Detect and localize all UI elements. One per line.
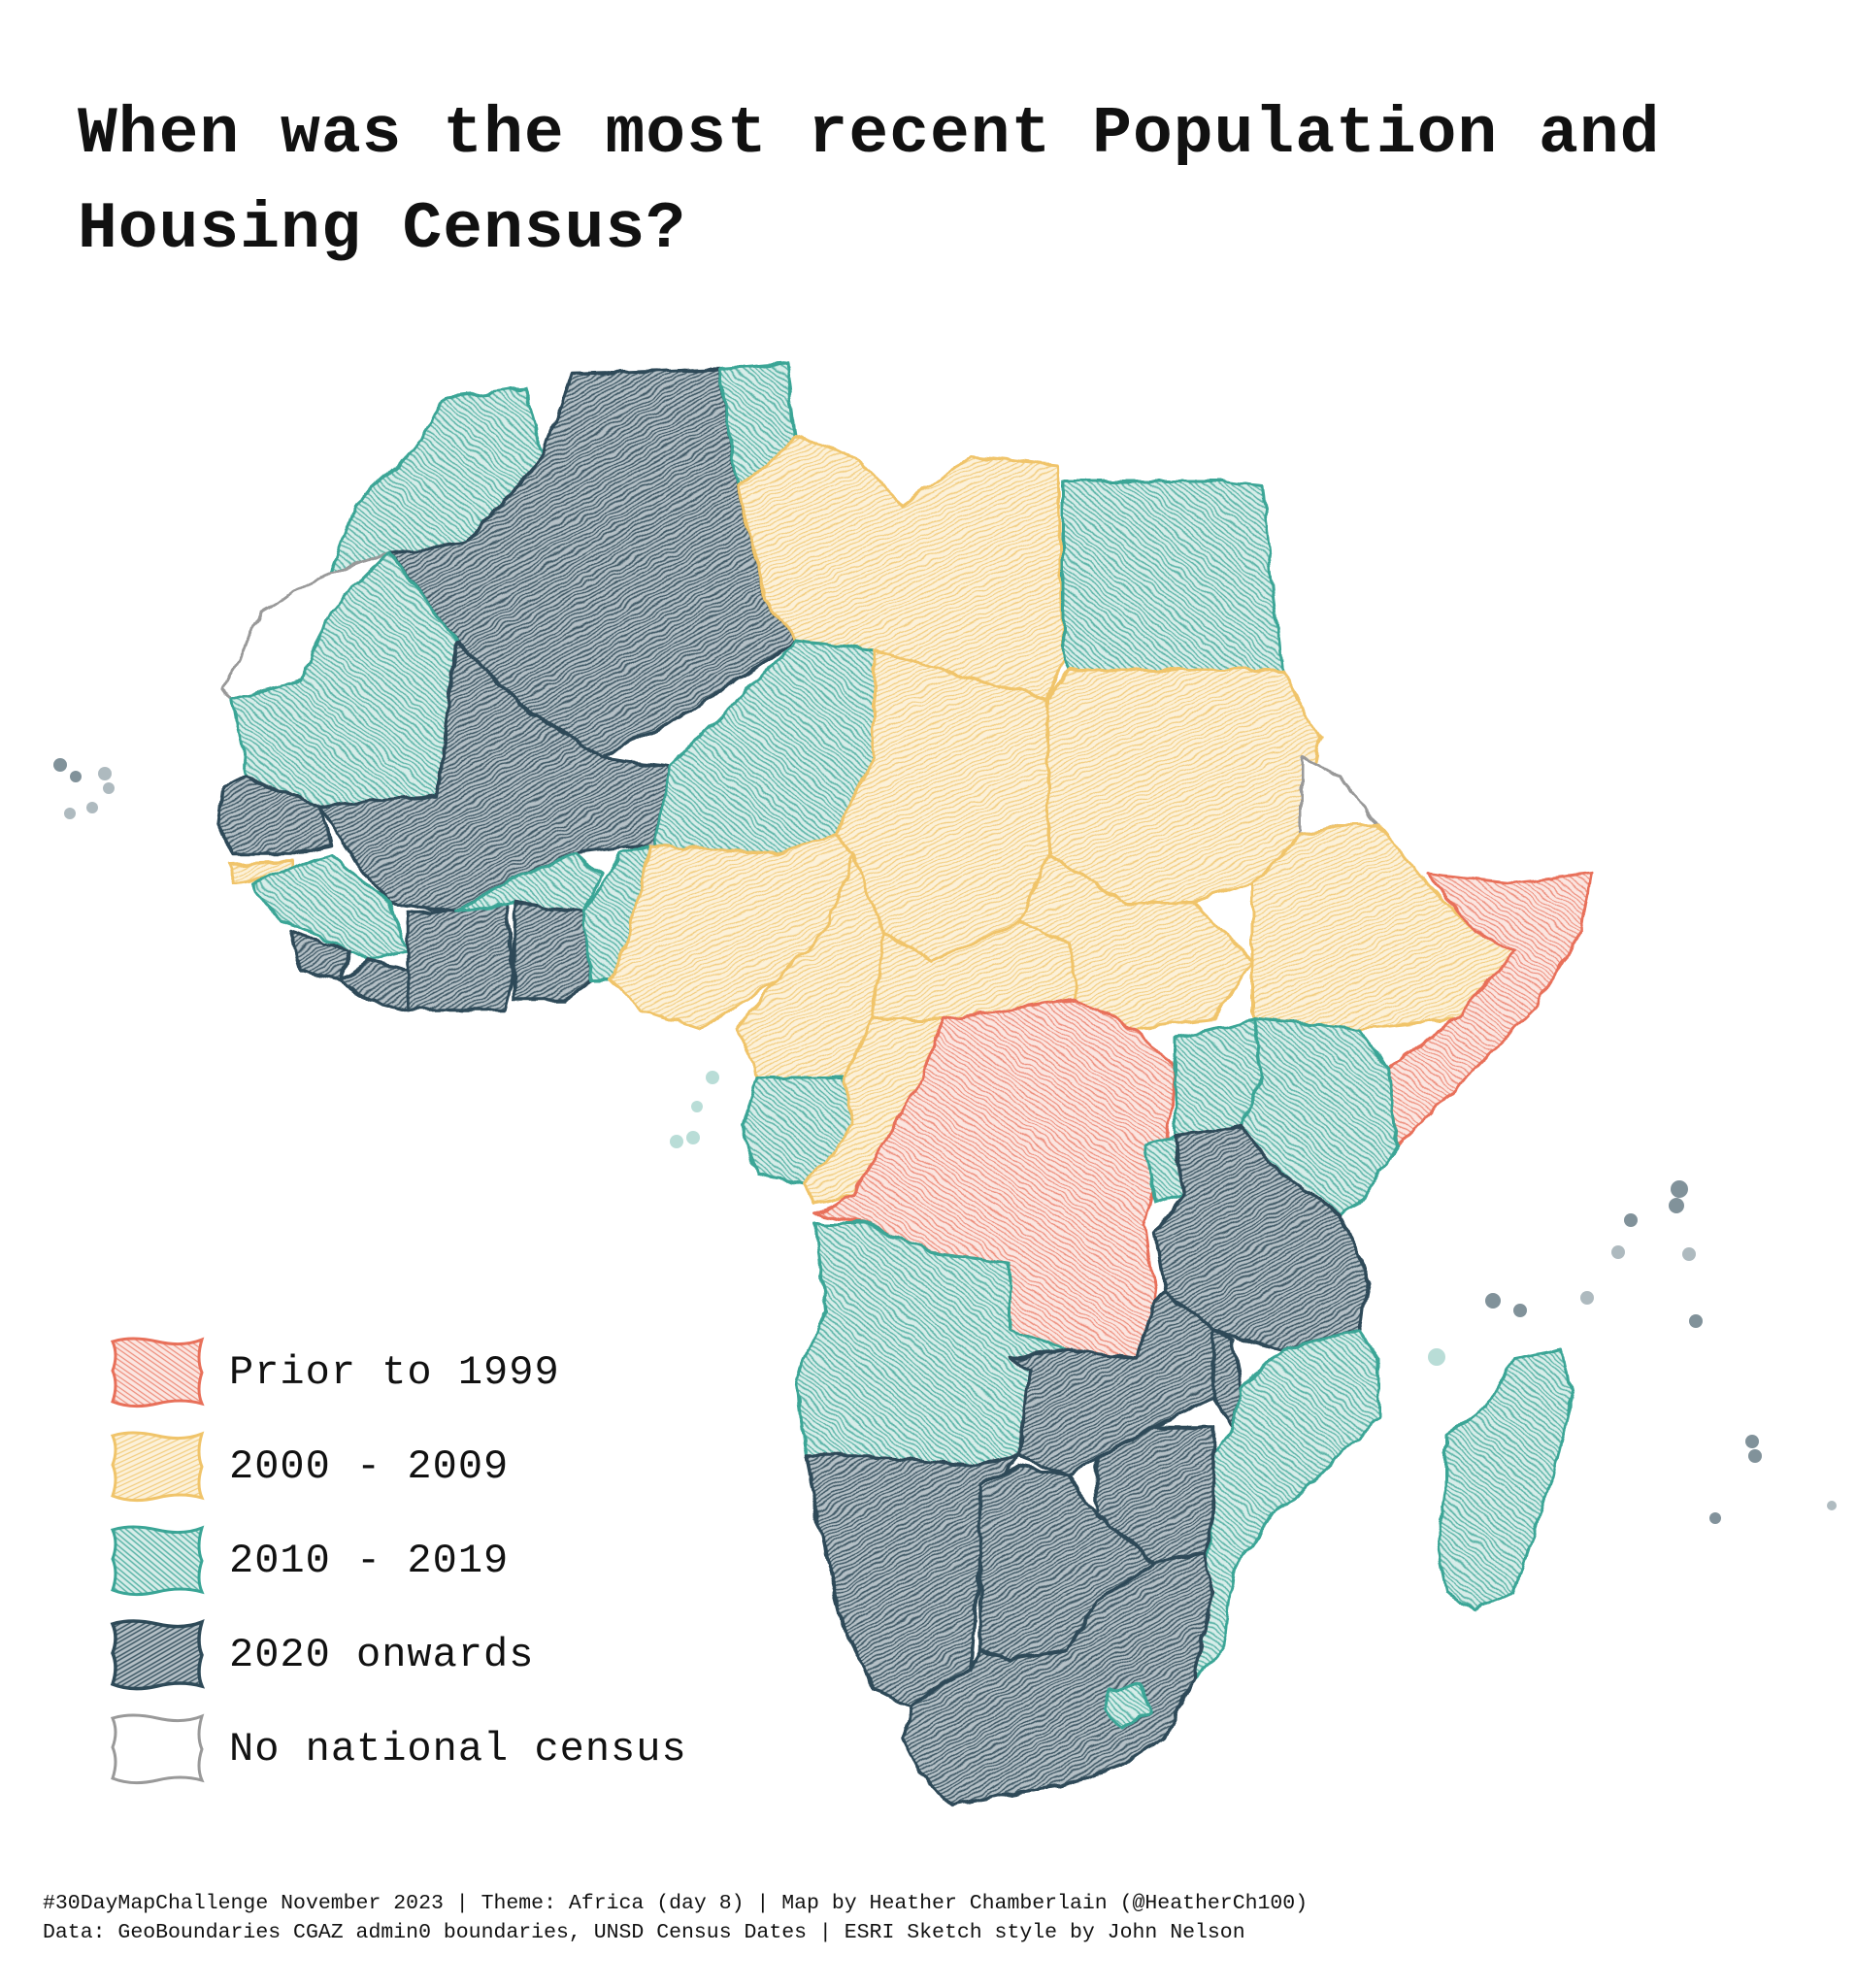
- legend-label: 2020 onwards: [229, 1632, 535, 1678]
- country-liberia: [338, 959, 410, 1011]
- country-south-sudan: [1017, 852, 1254, 1031]
- country-cote-divoire: [406, 901, 516, 1011]
- footer-line-1: #30DayMapChallenge November 2023 | Theme…: [43, 1892, 1309, 1915]
- map-title: When was the most recent Population and …: [78, 97, 1661, 267]
- country-lesotho: [1103, 1682, 1152, 1730]
- country-egypt: [1061, 479, 1283, 672]
- country-senegal: [216, 775, 332, 856]
- region-eritrea: [1299, 755, 1380, 837]
- footer-line-2: Data: GeoBoundaries CGAZ admin0 boundari…: [43, 1921, 1245, 1944]
- country-somalia: [1386, 872, 1594, 1147]
- legend-label: Prior to 1999: [229, 1349, 560, 1396]
- legend-swatch-2000-2009: [110, 1431, 205, 1503]
- legend-swatch-2020-onwards: [110, 1619, 206, 1691]
- country-guinea: [250, 852, 410, 963]
- legend-swatch-no-census: [110, 1713, 205, 1785]
- legend-swatch-prior-1999: [110, 1337, 205, 1408]
- footer-credits: #30DayMapChallenge November 2023 | Theme…: [43, 1889, 1308, 1947]
- country-south-africa: [901, 1551, 1215, 1807]
- legend-label: 2010 - 2019: [229, 1538, 510, 1584]
- country-ghana: [513, 901, 594, 1002]
- legend-label: 2000 - 2009: [229, 1443, 510, 1490]
- legend-swatch-2010-2019: [110, 1525, 205, 1597]
- country-madagascar: [1435, 1347, 1574, 1613]
- country-mozambique: [1182, 1328, 1380, 1681]
- legend-label: No national census: [229, 1726, 687, 1773]
- country-kenya: [1241, 1017, 1400, 1215]
- islands: [53, 758, 1837, 1524]
